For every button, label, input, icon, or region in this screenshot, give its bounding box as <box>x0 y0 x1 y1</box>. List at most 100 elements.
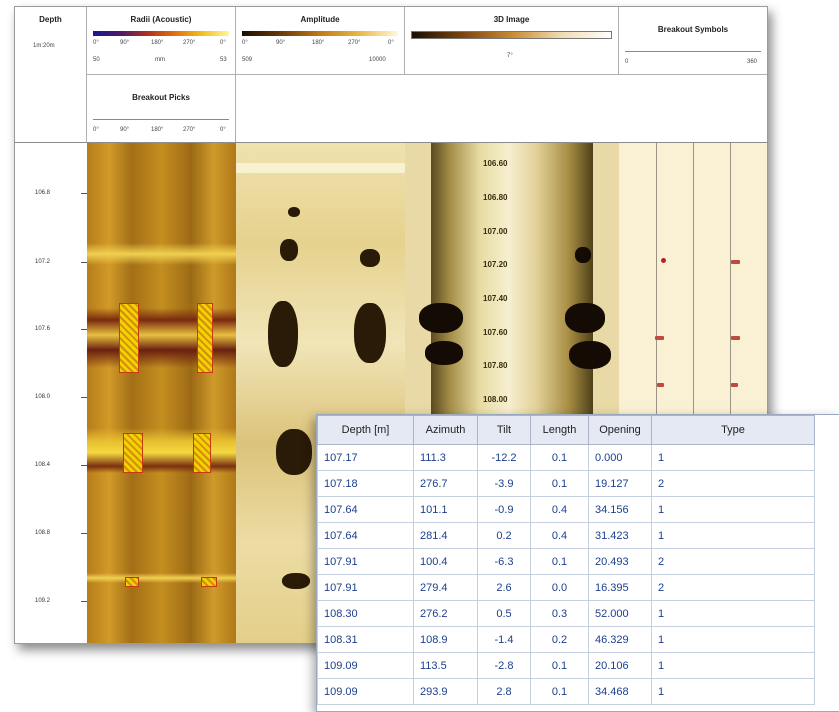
image3d-header: 3D Image 7° <box>405 7 619 75</box>
radii-tick-360: 0° <box>220 40 226 46</box>
cell-type: 1 <box>651 496 815 523</box>
amp-tick-90: 90° <box>276 40 286 46</box>
cell-opening: 34.156 <box>588 496 652 523</box>
breakout-symbol[interactable] <box>731 260 740 264</box>
breakout-pick[interactable] <box>119 303 139 373</box>
cavity-blob <box>565 303 605 333</box>
radii-tick-270: 270° <box>183 40 196 46</box>
amp-blob <box>288 207 300 217</box>
radii-title: Radii (Acoustic) <box>130 15 192 24</box>
image-depth-label: 107.00 <box>483 227 508 236</box>
cell-tilt: 0.5 <box>477 600 531 627</box>
cell-type: 2 <box>651 548 815 575</box>
breakout-symbol[interactable] <box>661 258 666 263</box>
depth-tick <box>81 329 87 330</box>
symbol-gridline <box>693 143 694 643</box>
cell-length: 0.3 <box>530 600 589 627</box>
table-row[interactable]: 109.09 293.9 2.8 0.1 34.468 1 <box>317 678 815 705</box>
cell-length: 0.0 <box>530 574 589 601</box>
amp-blob <box>276 429 312 475</box>
breakout-symbol[interactable] <box>731 383 738 387</box>
breakout-symbol[interactable] <box>657 383 664 387</box>
radii-tick-180: 180° <box>151 40 164 46</box>
cell-azimuth: 113.5 <box>413 652 478 679</box>
cell-length: 0.1 <box>530 548 589 575</box>
table-row[interactable]: 107.91 279.4 2.6 0.0 16.395 2 <box>317 574 815 601</box>
table-row[interactable]: 107.17 111.3 -12.2 0.1 0.000 1 <box>317 444 815 471</box>
column-header-length[interactable]: Length <box>530 415 589 445</box>
radii-band <box>87 573 236 583</box>
depth-label: 109.2 <box>35 598 51 604</box>
column-header-depth[interactable]: Depth [m] <box>317 415 414 445</box>
symbols-max: 360 <box>747 59 758 65</box>
cell-length: 0.4 <box>530 496 589 523</box>
cell-depth: 107.91 <box>317 574 414 601</box>
radii-header: Radii (Acoustic) 0° 90° 180° 270° 0° 50 … <box>87 7 236 75</box>
cell-depth: 107.17 <box>317 444 414 471</box>
cell-azimuth: 276.7 <box>413 470 478 497</box>
picks-tick-270: 270° <box>183 127 196 133</box>
cell-tilt: -0.9 <box>477 496 531 523</box>
cell-tilt: -3.9 <box>477 470 531 497</box>
table-body: 107.17 111.3 -12.2 0.1 0.000 1 107.18 276.7 -3.9… <box>317 444 815 705</box>
table-row[interactable]: 107.18 276.7 -3.9 0.1 19.127 2 <box>317 470 815 497</box>
cell-opening: 46.329 <box>588 626 652 653</box>
amp-blob <box>280 239 298 261</box>
cell-length: 0.4 <box>530 522 589 549</box>
cell-type: 1 <box>651 600 815 627</box>
cell-tilt: -6.3 <box>477 548 531 575</box>
depth-tick <box>81 262 87 263</box>
column-header-type[interactable]: Type <box>651 415 815 445</box>
cell-type: 1 <box>651 626 815 653</box>
picks-tick-360: 0° <box>220 127 226 133</box>
cell-depth: 107.18 <box>317 470 414 497</box>
cell-depth: 109.09 <box>317 652 414 679</box>
breakout-pick[interactable] <box>197 303 213 373</box>
breakout-symbol[interactable] <box>655 336 664 340</box>
column-header-azimuth[interactable]: Azimuth <box>413 415 478 445</box>
radii-unit: mm <box>155 57 165 63</box>
breakout-pick[interactable] <box>125 577 139 587</box>
table-row[interactable]: 107.91 100.4 -6.3 0.1 20.493 2 <box>317 548 815 575</box>
radii-tick-0: 0° <box>93 40 99 46</box>
cell-tilt: -2.8 <box>477 652 531 679</box>
image-depth-label: 107.20 <box>483 260 508 269</box>
breakout-pick[interactable] <box>193 433 211 473</box>
depth-label: 108.8 <box>35 530 51 536</box>
cell-tilt: -12.2 <box>477 444 531 471</box>
radii-min: 50 <box>93 57 100 63</box>
amplitude-max: 10000 <box>369 57 386 63</box>
breakout-pick[interactable] <box>201 577 217 587</box>
cell-type: 1 <box>651 678 815 705</box>
amp-tick-180: 180° <box>312 40 325 46</box>
depth-title: Depth <box>39 15 62 24</box>
cell-depth: 107.64 <box>317 496 414 523</box>
breakout-symbol[interactable] <box>731 336 740 340</box>
cavity-blob <box>575 247 591 263</box>
radii-band <box>87 308 236 368</box>
table-row[interactable]: 109.09 113.5 -2.8 0.1 20.106 1 <box>317 652 815 679</box>
cell-opening: 16.395 <box>588 574 652 601</box>
table-row[interactable]: 107.64 281.4 0.2 0.4 31.423 1 <box>317 522 815 549</box>
cell-type: 1 <box>651 522 815 549</box>
depth-scale: 1m:20m <box>33 43 55 49</box>
breakout-table: Depth [m] Azimuth Tilt Length Opening Ty… <box>317 415 815 705</box>
amplitude-min: 509 <box>242 57 253 63</box>
table-row[interactable]: 107.64 101.1 -0.9 0.4 34.156 1 <box>317 496 815 523</box>
breakout-picks-header: Breakout Picks 0° 90° 180° 270° 0° <box>87 75 236 142</box>
table-row[interactable]: 108.31 108.9 -1.4 0.2 46.329 1 <box>317 626 815 653</box>
depth-label: 108.4 <box>35 462 51 468</box>
column-header-tilt[interactable]: Tilt <box>477 415 531 445</box>
table-row[interactable]: 108.30 276.2 0.5 0.3 52.000 1 <box>317 600 815 627</box>
column-header-opening[interactable]: Opening <box>588 415 652 445</box>
cell-azimuth: 108.9 <box>413 626 478 653</box>
amp-blob <box>268 301 298 367</box>
breakout-pick[interactable] <box>123 433 143 473</box>
symbol-gridline <box>656 143 657 643</box>
cell-depth: 108.31 <box>317 626 414 653</box>
image-depth-label: 108.00 <box>483 395 508 404</box>
cell-tilt: 2.6 <box>477 574 531 601</box>
cavity-blob <box>425 341 463 365</box>
depth-label: 108.0 <box>35 394 51 400</box>
radii-color-bar <box>93 31 229 36</box>
